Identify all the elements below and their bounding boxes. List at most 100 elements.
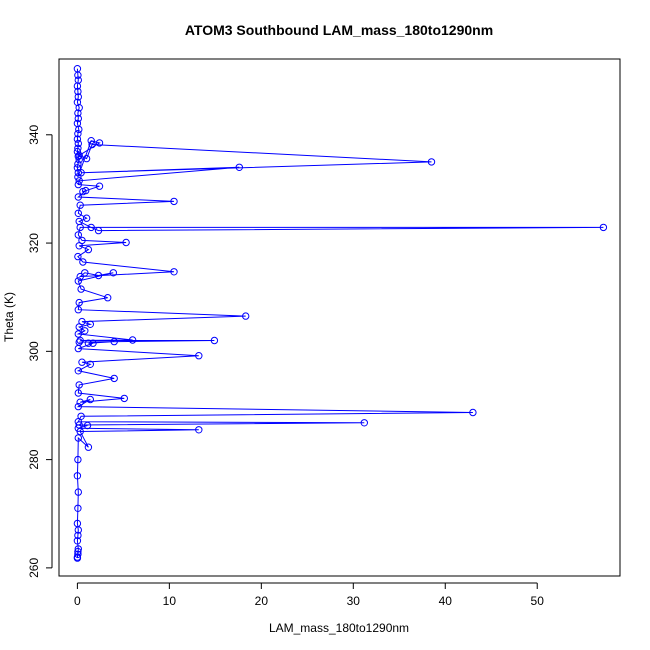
data-point	[89, 339, 97, 347]
data-point	[75, 298, 83, 307]
data-point	[73, 98, 82, 107]
data-point	[128, 336, 137, 344]
data-point	[74, 93, 83, 101]
data-point	[74, 87, 82, 96]
data-point	[360, 419, 368, 427]
data-point	[82, 186, 90, 195]
data-point	[74, 330, 83, 338]
data-point	[74, 277, 83, 285]
data-point	[86, 395, 95, 404]
data-point	[73, 147, 82, 156]
data-point	[109, 269, 118, 277]
data-point	[75, 104, 83, 112]
chart-title: ATOM3 Southbound LAM_mass_180to1290nm	[185, 22, 493, 38]
y-tick-label: 300	[27, 341, 41, 361]
data-point	[599, 223, 608, 232]
data-point	[77, 169, 85, 177]
data-point	[73, 164, 82, 172]
data-point	[76, 223, 84, 232]
x-tick-label: 10	[163, 594, 177, 608]
data-point	[74, 130, 82, 138]
data-point	[210, 336, 219, 345]
data-point	[170, 197, 178, 206]
data-point	[74, 526, 83, 534]
data-point	[83, 421, 92, 430]
y-tick-label: 260	[27, 558, 41, 578]
data-point	[76, 272, 84, 281]
data-point	[74, 193, 83, 201]
data-point	[86, 360, 95, 368]
data-point	[73, 537, 82, 545]
data-point	[95, 139, 104, 147]
data-point	[74, 455, 82, 464]
y-tick-label: 340	[27, 124, 41, 144]
data-point	[82, 214, 91, 222]
data-point	[75, 323, 83, 331]
data-point	[74, 231, 83, 239]
data-point	[75, 177, 83, 185]
data-point	[81, 327, 89, 335]
data-point	[195, 352, 203, 360]
data-point	[110, 337, 118, 346]
data-point	[75, 151, 83, 160]
data-point	[74, 152, 83, 161]
data-point	[427, 158, 436, 166]
data-point	[87, 137, 95, 145]
y-axis-label: Theta (K)	[2, 292, 16, 342]
data-point	[74, 209, 83, 218]
data-point	[74, 367, 83, 375]
data-point	[469, 408, 477, 417]
data-point	[94, 226, 103, 235]
data-point	[79, 258, 87, 266]
data-point	[74, 169, 83, 177]
plot-frame	[58, 58, 621, 577]
x-tick-label: 0	[74, 594, 81, 608]
data-point	[78, 358, 86, 366]
data-point	[74, 71, 82, 79]
data-point	[76, 427, 84, 436]
data-point	[74, 160, 82, 168]
x-axis-label: LAM_mass_180to1290nm	[269, 621, 409, 635]
data-point	[74, 488, 83, 496]
data-point	[235, 163, 244, 172]
x-tick-label: 30	[347, 594, 361, 608]
data-point	[76, 398, 84, 406]
data-point	[74, 144, 82, 153]
series-line	[76, 68, 604, 559]
data-point	[75, 156, 83, 164]
data-point	[73, 554, 82, 562]
y-axis: 260 280 300 320 340	[27, 124, 53, 578]
data-point	[195, 426, 203, 434]
data-point	[87, 223, 95, 232]
data-point	[74, 344, 83, 353]
x-axis: 0 10 20 30 40 50	[74, 582, 545, 608]
data-point	[170, 268, 178, 276]
data-point	[84, 339, 93, 347]
data-point	[94, 271, 103, 280]
x-tick-label: 40	[439, 594, 453, 608]
data-point	[74, 252, 82, 261]
data-point	[122, 238, 130, 247]
data-point	[74, 545, 83, 553]
data-point	[74, 306, 83, 314]
data-point	[74, 180, 83, 189]
data-point	[86, 320, 95, 328]
y-tick-label: 320	[27, 233, 41, 253]
data-point	[242, 312, 250, 320]
y-tick-label: 280	[27, 449, 41, 469]
data-point	[74, 402, 83, 411]
data-point	[95, 182, 104, 190]
data-point	[74, 114, 83, 123]
x-tick-label: 50	[531, 594, 545, 608]
data-point	[75, 125, 83, 134]
data-point	[74, 389, 83, 397]
data-point	[84, 245, 93, 254]
data-point	[82, 154, 91, 163]
data-point	[74, 139, 83, 148]
data-point	[74, 434, 83, 442]
data-point	[76, 201, 84, 209]
data-point	[75, 381, 83, 389]
data-point	[84, 443, 93, 451]
